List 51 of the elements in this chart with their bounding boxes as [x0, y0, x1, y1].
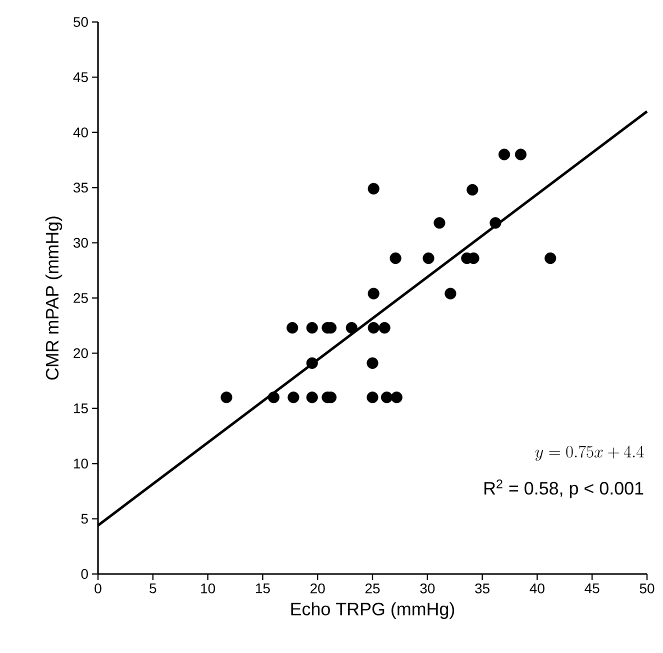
point: [390, 252, 402, 264]
point: [514, 148, 527, 160]
y-tick-label: 45: [73, 72, 88, 82]
annotation: $y = 0.75x + 4.4$: [535, 446, 644, 461]
y-tick-label: 0: [81, 569, 88, 579]
y-tick-label: 25: [74, 293, 88, 303]
y-tick-label: 30: [73, 238, 88, 248]
point: [422, 252, 434, 264]
point: [380, 392, 393, 404]
y-tick-label: 40: [73, 127, 88, 138]
point: [466, 184, 478, 196]
point: [498, 148, 510, 160]
x-tick-label: 35: [475, 584, 490, 594]
x-tick-label: 15: [256, 584, 270, 594]
point: [390, 392, 402, 404]
point: [368, 182, 380, 194]
point: [286, 322, 298, 334]
x-tick-label: 50: [640, 584, 654, 594]
point: [368, 288, 380, 300]
x-tick-label: 5: [150, 584, 156, 594]
point: [346, 322, 358, 334]
point: [434, 217, 446, 229]
x-tick-label: 25: [365, 584, 380, 594]
y-tick-label: 50: [74, 17, 88, 27]
x-tick-label: 40: [530, 584, 544, 594]
y-tick-label: 15: [74, 404, 88, 414]
point: [544, 252, 556, 264]
x-tick-label: 10: [201, 584, 216, 594]
x-tick-label: 0: [94, 584, 102, 594]
x-tick-label: 20: [310, 584, 325, 594]
point: [268, 392, 280, 404]
point: [306, 322, 318, 334]
y-tick-label: 20: [74, 348, 88, 358]
y-tick-label: 10: [74, 458, 88, 469]
y-axis-title: CMR mPAP (mmHg): [45, 216, 62, 380]
x-axis-title: Echo TRPG (mmHg): [291, 602, 454, 619]
point: [490, 217, 502, 229]
point: [368, 322, 380, 334]
point: [378, 322, 390, 334]
point: [288, 392, 300, 404]
y-tick-label: 5: [81, 514, 88, 524]
point: [306, 392, 318, 404]
point: [366, 392, 378, 404]
annotation: R$^{2}$ = 0.58, p < 0.001: [484, 479, 644, 498]
point: [306, 357, 318, 369]
x-tick-label: 45: [584, 584, 600, 594]
point: [220, 392, 232, 404]
y-tick-label: 35: [73, 182, 88, 193]
x-tick-label: 30: [420, 584, 435, 594]
point: [444, 288, 456, 300]
point: [366, 357, 378, 369]
